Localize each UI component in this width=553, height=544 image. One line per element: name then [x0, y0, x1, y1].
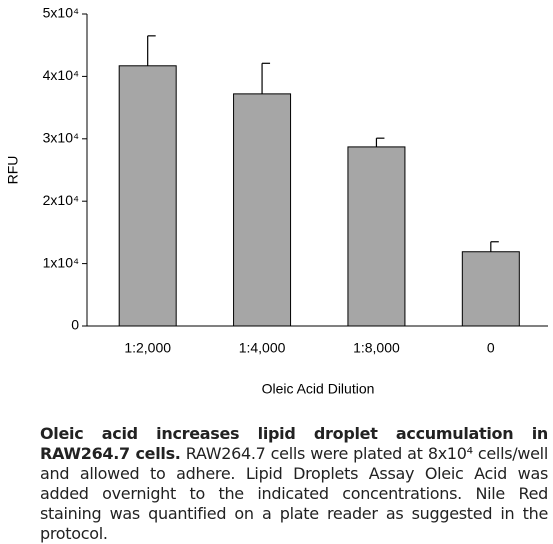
x-tick-label: 1:4,000 — [239, 340, 286, 356]
caption: Oleic acid increases lipid droplet accum… — [40, 424, 548, 544]
y-tick-label: 2x10⁴ — [43, 192, 79, 208]
y-tick-label: 5x10⁴ — [43, 5, 79, 21]
bar — [233, 93, 292, 327]
caption-text: RAW264.7 cells were plated at 8x10⁴ cell… — [40, 444, 548, 543]
chart: RFU Oleic Acid Dilution 0 1x10⁴ 2x10⁴ 3x10⁴… — [5, 5, 548, 397]
x-tick-label: 1:2,000 — [124, 340, 171, 356]
y-axis-title: RFU — [5, 156, 21, 185]
bar — [461, 251, 520, 327]
bar — [347, 146, 406, 327]
y-tick-label: 0 — [71, 317, 79, 333]
y-tick-label: 3x10⁴ — [43, 130, 79, 146]
x-tick-label: 1:8,000 — [353, 340, 400, 356]
y-tick-label: 4x10⁴ — [43, 67, 79, 83]
bar — [118, 65, 177, 327]
y-tick-label: 1x10⁴ — [43, 254, 79, 270]
x-axis-title: Oleic Acid Dilution — [262, 381, 375, 397]
caption-bold: Oleic acid increases lipid droplet accum… — [40, 424, 548, 463]
x-tick-label: 0 — [487, 340, 495, 356]
